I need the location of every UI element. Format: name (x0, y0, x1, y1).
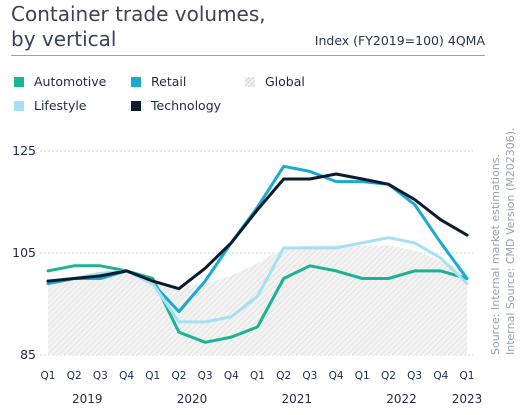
chart-title-line2: by vertical (11, 27, 117, 51)
source-line-1: Source: Internal market estimations. (489, 154, 502, 355)
x-tick-label: Q1 (145, 370, 160, 382)
legend-label-global: Global (265, 74, 305, 89)
legend-label-retail: Retail (151, 74, 187, 89)
x-tick-label: Q1 (355, 370, 370, 382)
x-tick-label: Q2 (171, 370, 186, 382)
chart-title: Container trade volumes, by vertical (11, 2, 266, 52)
year-label-2022: 2022 (386, 392, 417, 406)
area-global (48, 245, 467, 355)
x-tick-label: Q4 (119, 370, 134, 382)
source-line-2: Internal Source: CMD Version (M202306). (504, 127, 517, 355)
year-label-2023: 2023 (452, 392, 483, 406)
y-tick-label: 105 (12, 245, 36, 260)
chart-title-line1: Container trade volumes, (11, 2, 266, 26)
legend-item-automotive: Automotive (14, 74, 106, 89)
line-technology (46, 172, 469, 291)
x-axis-years: 2019 2020 2021 2022 2023 (72, 392, 482, 406)
year-label-2020: 2020 (177, 392, 208, 406)
legend-label-automotive: Automotive (34, 74, 107, 89)
index-note: Index (FY2019=100) 4QMA (314, 33, 485, 48)
x-tick-label: Q2 (276, 370, 291, 382)
header-divider (11, 55, 485, 56)
legend-label-lifestyle: Lifestyle (34, 98, 87, 113)
x-tick-label: Q3 (302, 370, 317, 382)
global-area-layer (48, 245, 467, 355)
line-automotive (46, 264, 469, 344)
x-axis-ticks: Q1 Q2 Q3 Q4 Q1 Q2 Q3 Q4 Q1 Q2 Q3 Q4 Q1 Q2 Q3 Q4 Q1 (41, 370, 475, 382)
legend-swatch-retail (131, 76, 141, 87)
x-tick-label: Q3 (198, 370, 213, 382)
x-tick-label: Q2 (381, 370, 396, 382)
legend: Automotive Retail Global Lifestyle Techn… (14, 74, 394, 118)
x-tick-label: Q1 (250, 370, 265, 382)
x-tick-label: Q3 (93, 370, 108, 382)
x-tick-label: Q4 (329, 370, 344, 382)
source-note: Source: Internal market estimations. Int… (489, 127, 517, 355)
legend-swatch-global (245, 76, 255, 87)
legend-item-technology: Technology (131, 98, 221, 113)
x-tick-label: Q2 (67, 370, 82, 382)
y-tick-label: 85 (20, 347, 36, 362)
legend-item-global: Global (245, 74, 305, 89)
legend-label-technology: Technology (151, 98, 222, 113)
year-label-2019: 2019 (72, 392, 103, 406)
legend-swatch-lifestyle (14, 100, 24, 111)
legend-swatch-automotive (14, 76, 24, 87)
series-lines (46, 164, 469, 344)
x-tick-label: Q4 (224, 370, 239, 382)
y-tick-label: 125 (12, 143, 36, 158)
x-tick-label: Q4 (433, 370, 448, 382)
year-label-2021: 2021 (282, 392, 313, 406)
x-tick-label: Q1 (41, 370, 56, 382)
x-tick-label: Q3 (407, 370, 422, 382)
legend-swatch-technology (131, 100, 141, 111)
legend-item-lifestyle: Lifestyle (14, 98, 87, 113)
legend-item-retail: Retail (131, 74, 186, 89)
y-axis-ticks: 85 105 125 (12, 143, 36, 362)
x-tick-label: Q1 (460, 370, 475, 382)
